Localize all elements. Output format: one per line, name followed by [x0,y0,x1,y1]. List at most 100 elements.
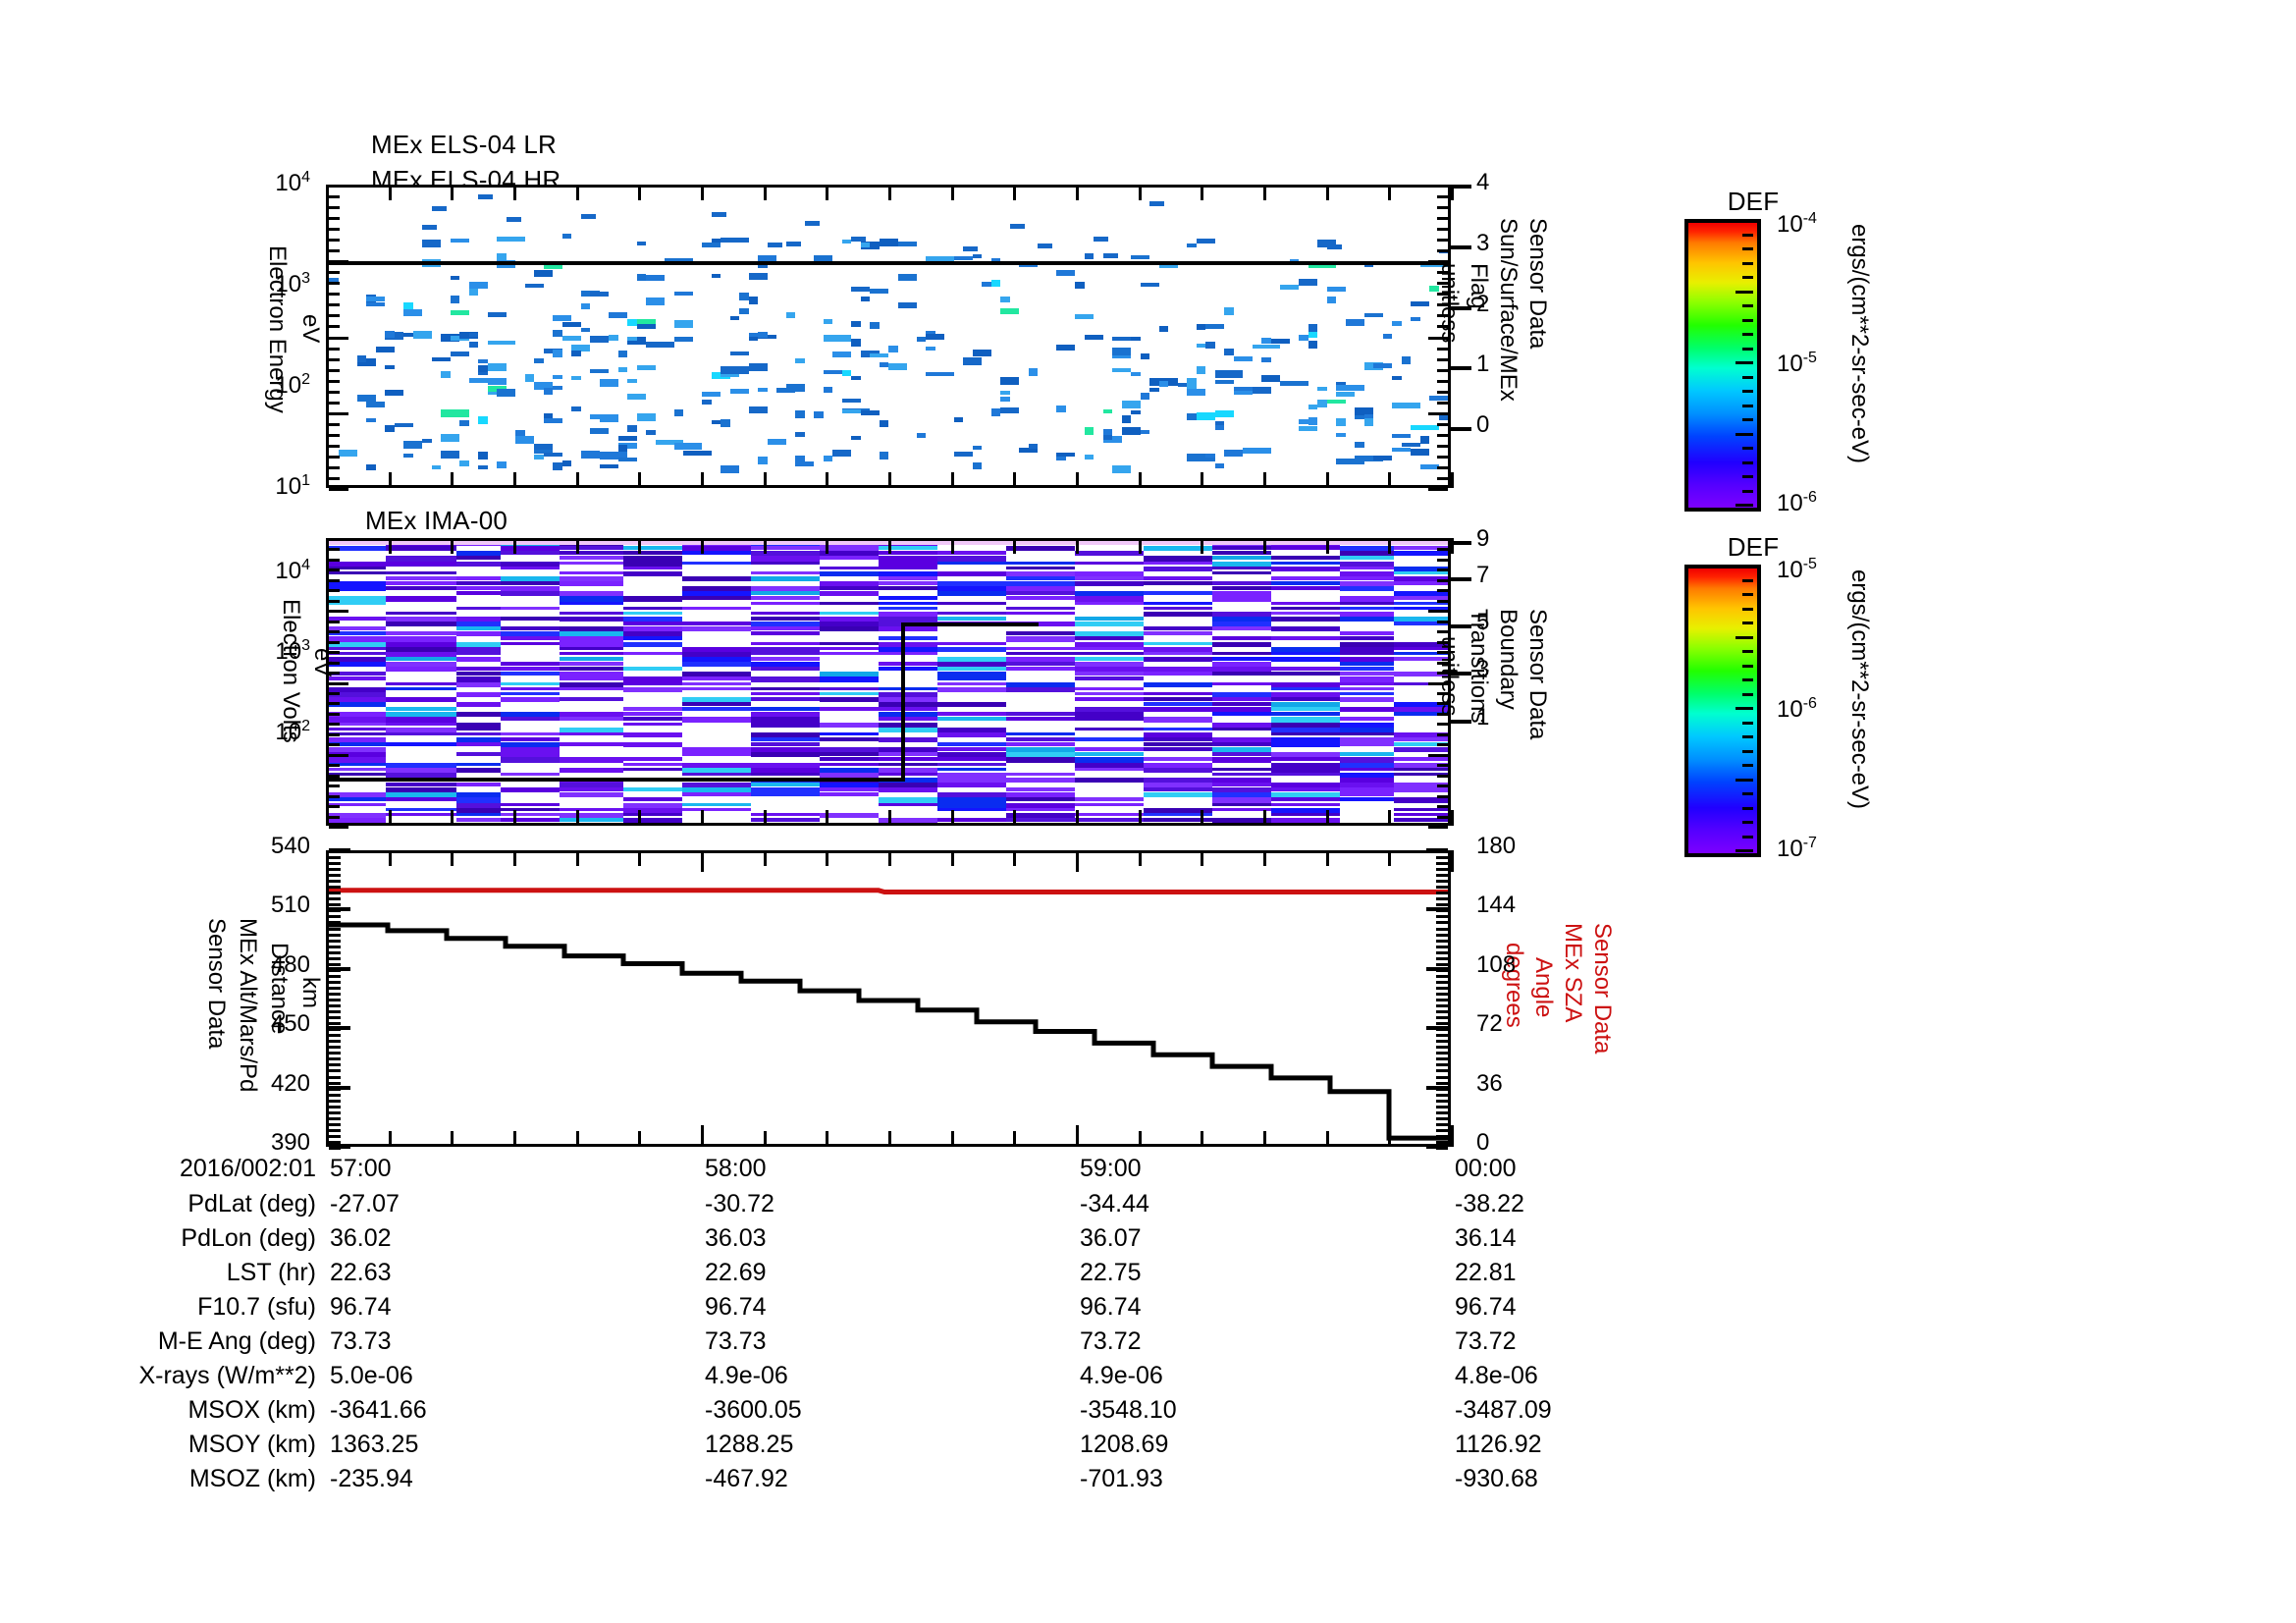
ima-flux-cell [1340,556,1394,561]
ima-flux-cell [386,586,456,590]
els-flux-cell [617,445,627,453]
ima-right-tick-label: 1 [1476,703,1490,730]
ima-flux-cell [937,681,1006,686]
ima-flux-cell [1006,736,1075,741]
ima-flux-cell [1075,641,1144,647]
els-flux-cell [748,363,768,372]
ima-flux-cell [682,792,751,796]
ima-flux-cell [1212,757,1271,763]
cb1-tick [1742,375,1753,379]
ima-flux-cell [456,606,501,611]
ima-flux-cell [751,712,820,718]
els-left-tick-label: 104 [275,169,310,196]
ima-flux-cell [1144,546,1212,552]
ima-flux-cell [820,752,879,756]
ima-flux-cell [623,707,682,711]
alt-bottom-xtick [1263,1131,1266,1147]
ima-flux-cell [1144,581,1212,585]
ima-flux-cell [820,696,879,702]
ima-flux-cell [1271,646,1340,652]
els-flux-cell [860,242,880,249]
ima-flux-cell [1212,551,1271,555]
els-flux-cell [832,352,851,358]
els-flux-cell [627,337,646,346]
ima-flux-cell [456,762,501,767]
els-flux-cell [673,409,683,417]
alt-bottom-xtick [1201,1131,1204,1147]
ima-flux-cell [751,631,820,635]
ima-flux-cell [1075,551,1144,557]
els-top-xtick [826,185,829,200]
sza-right-minor-tick [1436,909,1448,913]
ima-flux-cell [682,546,751,552]
ima-flux-cell [751,686,820,691]
els-flux-cell [450,275,459,280]
els-flux-cell [1419,263,1448,268]
table-cell: 1363.25 [330,1431,419,1458]
els-flux-cell [487,312,507,318]
ima-flux-cell [1271,762,1340,768]
els-flux-cell [926,256,954,264]
ima-right-tick [1428,753,1448,757]
els-spectrogram-panel[interactable] [326,185,1451,488]
ima-flux-cell [1006,777,1075,783]
els-flux-cell [478,358,488,363]
ima-flux-cell [879,646,937,652]
els-flux-cell-high [804,220,820,226]
alt-left-minor-tick [329,939,341,943]
sza-right-minor-tick [1436,945,1448,948]
ima-left-tick [329,794,340,798]
els-flux-cell [673,336,693,342]
ima-left-tick [329,764,340,768]
table-cell: 22.69 [705,1259,767,1286]
els-flux-cell [385,425,395,433]
alt-top-xtick [1263,850,1266,866]
els-right-major-tick [1448,427,1471,432]
ima-flux-cell [751,696,820,701]
sza-right-minor-tick [1436,1122,1448,1126]
ima-flux-cell [1271,556,1340,561]
els-flux-cell [673,292,693,297]
ima-flux-cell [1075,762,1144,768]
els-right-major-tick [1448,366,1471,371]
sza-right-minor-tick [1436,1087,1448,1091]
ima-flux-cell [937,551,1006,555]
ima-flux-cell [560,667,623,671]
ima-flux-cell [329,817,386,823]
sza-right-minor-tick [1436,1010,1448,1014]
ima-flux-cell [501,817,560,822]
cb1-tick [1735,219,1753,222]
ima-spectrogram-panel[interactable] [326,538,1451,826]
ima-flux-cell [1271,812,1340,817]
els-left-tick [329,195,340,199]
els-right-tick [1437,325,1448,329]
ima-flux-cell [1006,812,1075,818]
els-flux-cell [478,452,488,460]
alt-top-xtick [1325,850,1329,866]
els-flux-cell [851,338,861,347]
altitude-trace [329,922,1448,1141]
ima-right-major-tick [1448,623,1471,628]
sza-right-minor-tick [1436,980,1448,984]
els-flux-cell [1121,400,1141,408]
els-right-tick [1437,217,1448,221]
els-flux-cell [748,332,758,341]
els-spectrogram-canvas [329,188,1448,485]
ima-flux-cell [1006,591,1075,595]
altitude-sza-panel[interactable] [326,850,1451,1147]
els-flux-cell [553,349,562,357]
els-right-major-tick [1448,305,1471,310]
alt-top-xtick [513,850,516,866]
alt-bottom-xtick [1451,1125,1454,1147]
els-flux-cell [571,345,590,352]
ima-top-xtick [388,538,392,554]
els-flux-cell [795,357,805,363]
ima-flux-cell [1006,667,1075,671]
ima-flux-cell [820,622,879,627]
ima-flux-cell [879,702,937,708]
sza-right-minor-tick [1436,1063,1448,1067]
table-cell: -701.93 [1080,1465,1163,1492]
els-flux-cell [841,369,851,376]
els-right-tick [1428,411,1448,415]
ima-flux-cell [751,792,820,796]
